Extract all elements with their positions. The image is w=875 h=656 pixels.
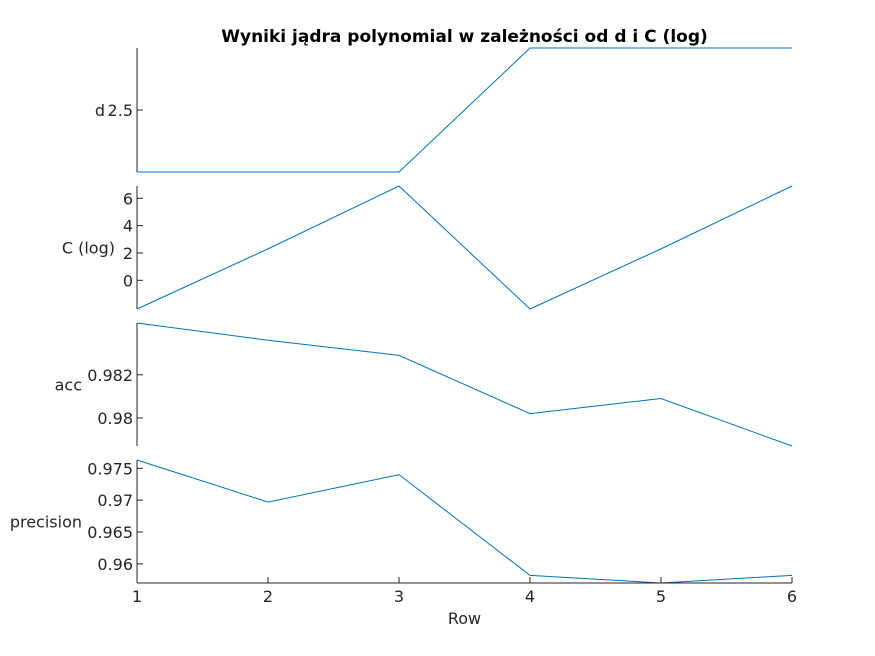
y-tick-label: 0.982 — [87, 366, 133, 385]
x-tick-label: 3 — [394, 587, 404, 606]
y-tick-label: 0 — [123, 271, 133, 290]
y-tick-label: 0.965 — [87, 523, 133, 542]
y-tick-label: 4 — [123, 217, 133, 236]
x-axis: 1 2 3 4 5 6 — [132, 577, 797, 606]
panel-4-y-axis-label: precision — [10, 513, 82, 532]
panel-4-series-line — [136, 459, 793, 584]
panel-2-series-line — [136, 185, 793, 310]
x-tick-label: 5 — [656, 587, 666, 606]
panel-2: 0 2 4 6 C (log) — [62, 185, 793, 310]
panel-1-series-line — [137, 47, 792, 173]
chart-title: Wyniki jądra polynomial w zależności od … — [221, 27, 708, 47]
panel-2-y-axis-label: C (log) — [62, 239, 115, 258]
panels-group: 2.5d 0 2 4 6 C (log) 0.98 0.982 acc 0.96 0.965 0.97… — [10, 47, 793, 584]
x-tick-label: 2 — [263, 587, 273, 606]
y-tick-label: 2 — [123, 244, 133, 263]
x-tick-label: 1 — [132, 587, 142, 606]
panel-3: 0.98 0.982 acc — [55, 322, 793, 447]
y-tick-label: 0.96 — [97, 555, 133, 574]
y-tick-label: 2.5 — [108, 101, 133, 120]
panel-3-y-axis-label: acc — [55, 376, 82, 395]
y-tick-label: 0.98 — [97, 409, 133, 428]
panel-1: 2.5d — [95, 47, 792, 173]
y-tick-label: 0.975 — [87, 459, 133, 478]
x-axis-label: Row — [448, 609, 481, 628]
y-tick-label: 6 — [123, 189, 133, 208]
x-tick-label: 6 — [787, 587, 797, 606]
panel-4: 0.96 0.965 0.97 0.975 precision — [10, 459, 793, 584]
y-tick-label: 0.97 — [97, 491, 133, 510]
x-tick-label: 4 — [525, 587, 535, 606]
panel-1-y-axis-label: d — [95, 101, 105, 120]
panel-3-series-line — [136, 322, 793, 447]
